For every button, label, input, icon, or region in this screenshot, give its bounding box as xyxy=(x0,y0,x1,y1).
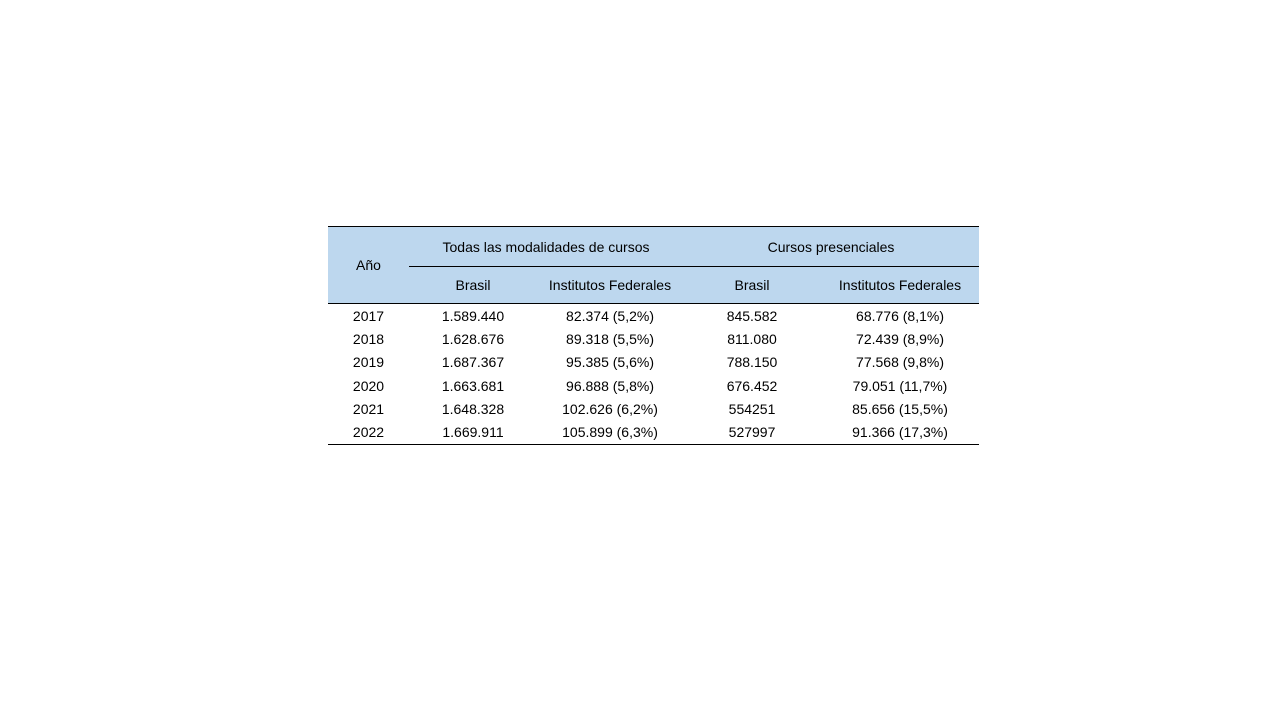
column-header-institutos-federales-all: Institutos Federales xyxy=(537,266,684,304)
data-cell: 554251 xyxy=(728,400,776,417)
data-cell: 1.687.367 xyxy=(441,354,505,371)
data-cell: 89.318 (5,5%) xyxy=(566,330,654,347)
data-cell: 845.582 xyxy=(726,307,778,324)
data-cell: 1.648.328 xyxy=(441,400,505,417)
column-header-institutos-federales-presencial: Institutos Federales xyxy=(821,266,980,304)
data-cell: 72.439 (8,9%) xyxy=(856,330,944,347)
column-header-year: Año xyxy=(328,226,409,304)
table-row-2019: 2019 1.687.367 95.385 (5,6%) 788.150 77.… xyxy=(328,351,979,374)
data-cell: 91.366 (17,3%) xyxy=(852,424,948,441)
data-cell: 811.080 xyxy=(727,330,777,347)
data-cell: 95.385 (5,6%) xyxy=(566,354,654,371)
table-body: 2017 1.589.440 82.374 (5,2%) 845.582 68.… xyxy=(328,304,979,445)
table-header: Año Todas las modalidades de cursos Curs… xyxy=(328,226,980,304)
year-cell: 2017 xyxy=(352,307,385,324)
data-cell: 1.628.676 xyxy=(441,330,505,347)
table-row-2018: 2018 1.628.676 89.318 (5,5%) 811.080 72.… xyxy=(328,327,979,350)
data-cell: 96.888 (5,8%) xyxy=(566,377,654,394)
table-row-2020: 2020 1.663.681 96.888 (5,8%) 676.452 79.… xyxy=(328,374,979,397)
data-cell: 102.626 (6,2%) xyxy=(562,400,658,417)
data-cell: 1.589.440 xyxy=(441,307,505,324)
column-header-brasil-presencial: Brasil xyxy=(683,266,822,304)
data-cell: 82.374 (5,2%) xyxy=(566,307,654,324)
year-cell: 2019 xyxy=(352,354,385,371)
data-cell: 105.899 (6,3%) xyxy=(562,424,658,441)
data-cell: 68.776 (8,1%) xyxy=(856,307,944,324)
column-group-all-modalities: Todas las modalidades de cursos xyxy=(409,226,684,267)
year-cell: 2020 xyxy=(352,377,385,394)
year-cell: 2018 xyxy=(352,330,385,347)
data-cell: 788.150 xyxy=(726,354,778,371)
data-cell: 527997 xyxy=(728,424,776,441)
data-cell: 1.663.681 xyxy=(441,377,505,394)
column-header-brasil-all: Brasil xyxy=(409,266,537,304)
table-row-2022: 2022 1.669.911 105.899 (6,3%) 527997 91.… xyxy=(328,420,979,444)
data-cell: 1.669.911 xyxy=(442,424,504,441)
data-cell: 77.568 (9,8%) xyxy=(856,354,944,371)
header-row-subcolumns: Brasil Institutos Federales Brasil Insti… xyxy=(328,266,980,304)
enrollment-table: Año Todas las modalidades de cursos Curs… xyxy=(328,226,980,445)
column-group-presencial: Cursos presenciales xyxy=(683,226,980,267)
header-row-groups: Año Todas las modalidades de cursos Curs… xyxy=(328,226,980,304)
table-row-2021: 2021 1.648.328 102.626 (6,2%) 554251 85.… xyxy=(328,397,979,420)
table-row-2017: 2017 1.589.440 82.374 (5,2%) 845.582 68.… xyxy=(328,304,979,328)
year-cell: 2022 xyxy=(352,424,385,441)
year-cell: 2021 xyxy=(352,400,385,417)
data-cell: 79.051 (11,7%) xyxy=(852,377,948,394)
data-cell: 676.452 xyxy=(726,377,778,394)
data-cell: 85.656 (15,5%) xyxy=(852,400,948,417)
